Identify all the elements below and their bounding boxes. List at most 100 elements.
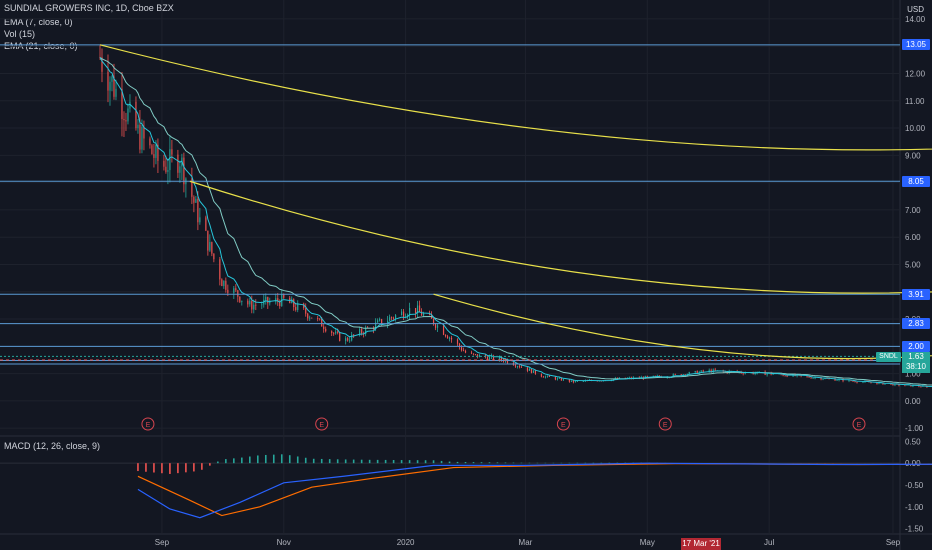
candle-body — [527, 367, 528, 371]
macd-histogram-bar — [313, 459, 315, 463]
macd-histogram-bar — [465, 462, 467, 463]
candle-body — [235, 288, 236, 290]
candle-body — [127, 109, 128, 122]
candle-body — [237, 290, 238, 296]
candle-body — [541, 374, 542, 377]
candle-body — [549, 376, 550, 377]
y-tick-label: 11.00 — [905, 97, 925, 106]
y-tick-label: 0.00 — [905, 397, 921, 406]
candle-body — [249, 301, 250, 305]
candle-body — [337, 332, 338, 333]
candle-body — [675, 374, 676, 375]
candle-body — [521, 367, 522, 368]
candle-body — [339, 333, 340, 341]
x-tick-label: May — [640, 538, 655, 547]
macd-histogram-bar — [481, 462, 483, 463]
candle-body — [575, 381, 576, 382]
candle-body — [163, 161, 164, 167]
candle-body — [207, 231, 208, 251]
candle-body — [123, 119, 124, 120]
y-tick-label: 6.00 — [905, 233, 921, 242]
candle-body — [701, 370, 702, 371]
candle-body — [267, 297, 268, 303]
candle-body — [447, 336, 448, 338]
level-tag: 13.05 — [902, 39, 930, 50]
candle-body — [563, 379, 564, 380]
macd-histogram-bar — [249, 457, 251, 464]
candle-body — [403, 312, 404, 318]
macd-histogram-bar — [329, 459, 331, 463]
candle-body — [335, 332, 336, 334]
y-tick-label: 10.00 — [905, 124, 926, 133]
y-tick-label: -1.00 — [905, 424, 924, 433]
target-arc — [100, 45, 932, 150]
candle-body — [179, 166, 180, 172]
candle-body — [577, 381, 578, 382]
x-tick-label: Nov — [277, 538, 291, 547]
last-price: 1.63 — [902, 352, 930, 362]
candle-body — [311, 318, 312, 319]
macd-histogram-bar — [353, 460, 355, 464]
candle-body — [135, 102, 136, 128]
macd-histogram-bar — [217, 462, 219, 464]
y-tick-label: 7.00 — [905, 206, 921, 215]
candle-body — [389, 317, 390, 320]
candle-body — [205, 217, 206, 230]
macd-histogram-bar — [441, 461, 443, 463]
candle-body — [361, 329, 362, 333]
candle-body — [473, 354, 474, 355]
candles-group — [99, 46, 932, 392]
candle-body — [221, 279, 222, 286]
candle-body — [856, 382, 857, 383]
y-tick-label: 14.00 — [905, 15, 926, 24]
candle-body — [293, 299, 294, 307]
candle-body — [457, 339, 458, 343]
macd-histogram-bar — [193, 463, 195, 471]
level-tag: 2.00 — [902, 341, 930, 352]
macd-y-tick-label: -0.50 — [905, 481, 924, 490]
candle-body — [195, 199, 196, 203]
candle-body — [515, 365, 516, 366]
macd-histogram-bar — [289, 455, 291, 463]
candle-body — [223, 281, 224, 286]
x-tick-label: Mar — [519, 538, 533, 547]
candle-body — [479, 355, 480, 357]
candle-body — [193, 197, 194, 203]
macd-histogram-bar — [473, 462, 475, 463]
candle-body — [695, 371, 696, 372]
candle-body — [317, 318, 318, 319]
candle-body — [443, 325, 444, 334]
candle-body — [283, 294, 284, 297]
candle-body — [241, 301, 242, 302]
candle-body — [870, 382, 871, 383]
candle-body — [463, 350, 464, 351]
macd-histogram-bar — [497, 462, 499, 463]
candle-body — [199, 217, 200, 222]
candle-body — [419, 306, 420, 312]
macd-histogram-bar — [321, 459, 323, 463]
candle-body — [437, 325, 438, 327]
candle-body — [531, 369, 532, 373]
macd-histogram-bar — [457, 462, 459, 463]
candle-body — [445, 335, 446, 336]
candle-body — [920, 387, 921, 388]
macd-histogram-bar — [169, 463, 171, 474]
candle-body — [533, 370, 534, 373]
candle-body — [233, 288, 234, 293]
candle-body — [773, 374, 774, 375]
y-tick-label: 9.00 — [905, 151, 921, 160]
candle-body — [810, 378, 811, 379]
candle-body — [307, 314, 308, 319]
candle-body — [703, 370, 704, 371]
candle-body — [137, 125, 138, 128]
macd-histogram-bar — [377, 460, 379, 463]
candle-body — [177, 155, 178, 173]
macd-histogram-bar — [241, 458, 243, 464]
candle-body — [449, 338, 450, 339]
candle-body — [165, 167, 166, 172]
date-marker: 17 Mar '21 — [681, 538, 721, 550]
candle-body — [519, 366, 520, 367]
level-tag: 3.91 — [902, 289, 930, 300]
candle-body — [393, 318, 394, 319]
